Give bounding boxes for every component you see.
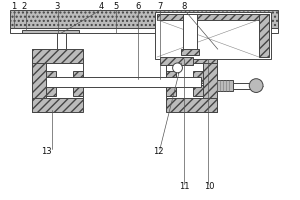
Bar [166, 71, 176, 83]
Bar [166, 49, 217, 63]
Bar [32, 49, 46, 112]
Bar [11, 10, 278, 28]
Bar [203, 49, 217, 112]
Circle shape [172, 63, 182, 73]
Bar [217, 80, 233, 91]
Bar [155, 12, 271, 59]
Bar [73, 85, 83, 96]
Bar [32, 49, 83, 63]
Text: 7: 7 [157, 2, 163, 11]
Text: 6: 6 [136, 2, 141, 11]
Bar [22, 30, 79, 33]
Text: 3: 3 [54, 2, 59, 11]
Bar [166, 63, 203, 98]
Bar [232, 83, 252, 89]
Bar [46, 63, 83, 98]
Text: 2: 2 [22, 2, 27, 11]
Text: 12: 12 [153, 147, 163, 156]
Text: 13: 13 [41, 147, 52, 156]
Bar [160, 57, 193, 65]
Bar [46, 77, 201, 87]
Bar [32, 98, 83, 112]
Text: 11: 11 [179, 182, 190, 191]
Bar [259, 14, 269, 57]
Text: 10: 10 [204, 182, 214, 191]
Bar [182, 49, 199, 55]
Bar [157, 14, 269, 20]
Bar [182, 33, 192, 49]
Bar [166, 98, 217, 112]
Text: 5: 5 [113, 2, 118, 11]
Bar [166, 85, 176, 96]
Text: 8: 8 [182, 2, 187, 11]
Bar [183, 14, 197, 51]
Bar [57, 33, 67, 49]
Text: 1: 1 [11, 2, 16, 11]
Text: 4: 4 [98, 2, 104, 11]
Bar [73, 71, 83, 83]
Circle shape [249, 79, 263, 92]
Bar [193, 85, 203, 96]
Bar [193, 71, 203, 83]
Bar [11, 28, 278, 33]
Bar [46, 71, 56, 83]
Bar [46, 85, 56, 96]
